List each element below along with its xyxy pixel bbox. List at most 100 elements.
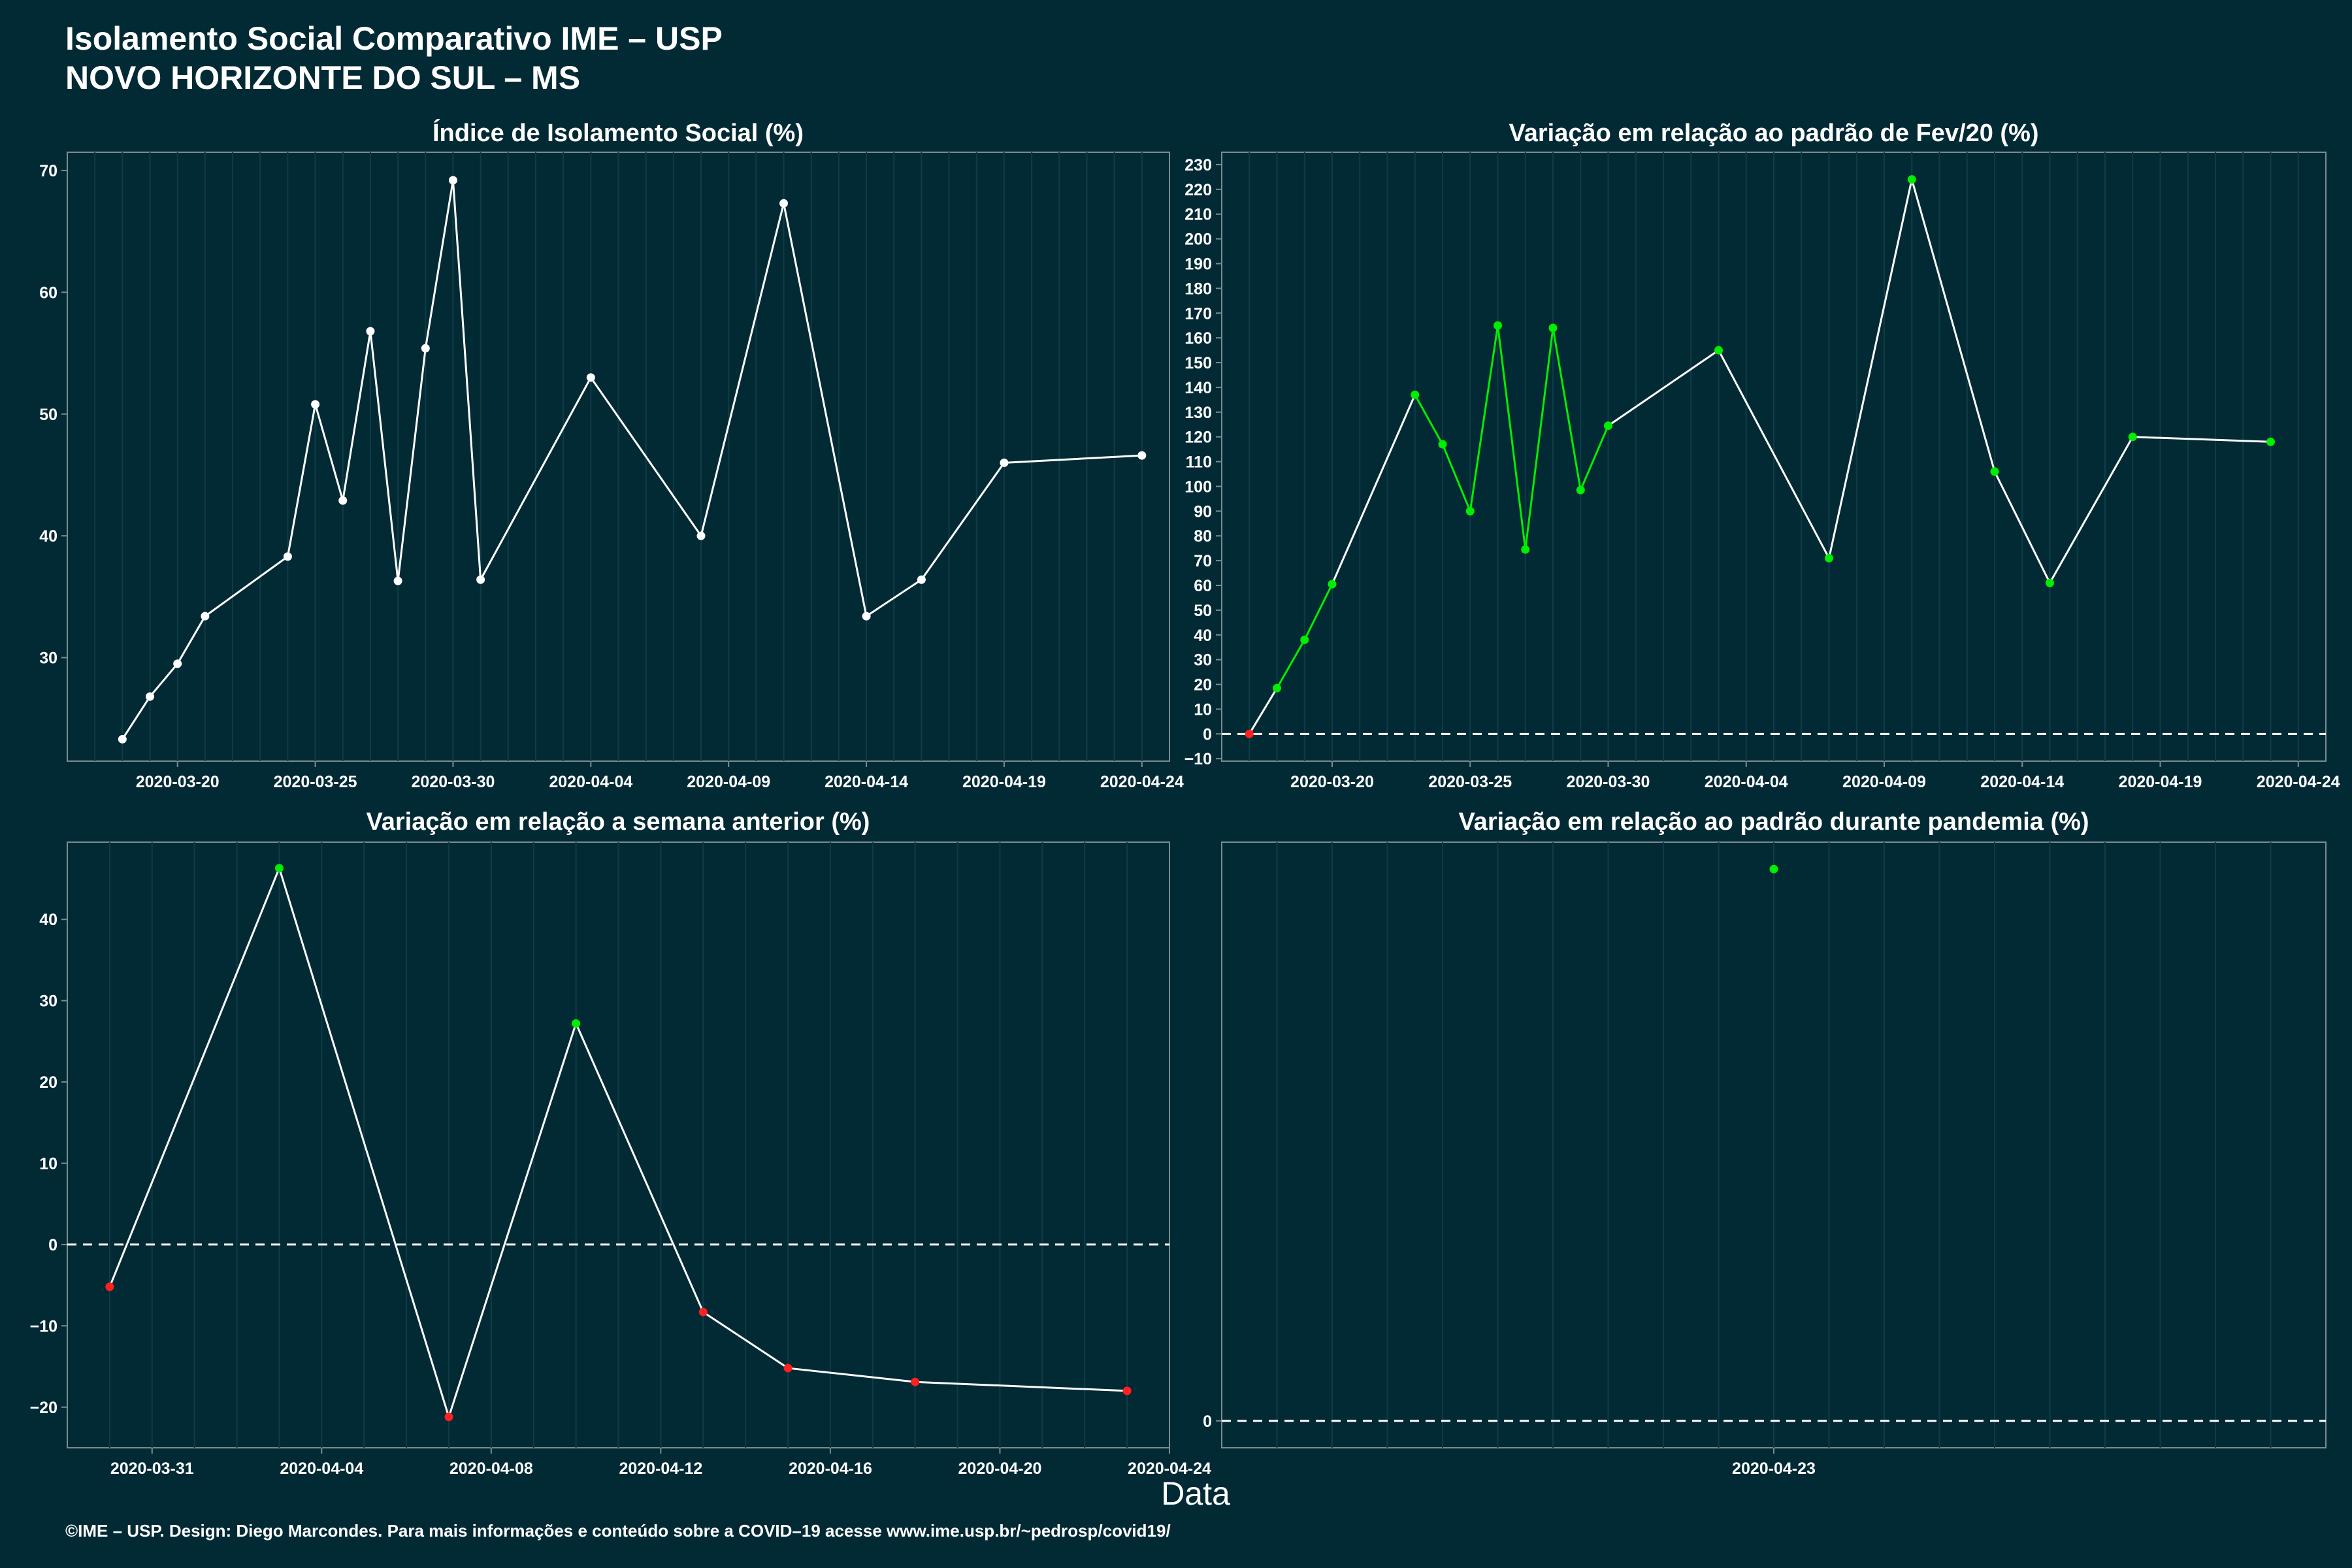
x-tick-label: 2020-04-04 bbox=[1705, 773, 1788, 791]
line-segment bbox=[1469, 325, 1499, 512]
panel-variation-feb: Variação em relação ao padrão de Fev/20 … bbox=[1184, 120, 2340, 791]
y-tick-label: 10 bbox=[1194, 700, 1212, 719]
y-tick-label: 20 bbox=[39, 1073, 57, 1092]
line-segment bbox=[2132, 436, 2271, 443]
y-tick-label: 170 bbox=[1184, 304, 1212, 323]
data-point bbox=[1714, 346, 1723, 355]
line-segment bbox=[702, 1311, 789, 1369]
y-tick-label: −10 bbox=[30, 1317, 57, 1335]
gridlines bbox=[1249, 152, 2299, 761]
line-segment bbox=[369, 331, 399, 581]
line-segment bbox=[1718, 350, 1830, 559]
data-point bbox=[572, 1019, 581, 1028]
y-tick-label: 190 bbox=[1184, 255, 1212, 273]
x-tick-label: 2020-04-04 bbox=[549, 773, 632, 791]
line-segment bbox=[915, 1380, 1128, 1392]
data-point bbox=[1300, 635, 1309, 644]
y-tick-label: −20 bbox=[30, 1399, 57, 1417]
y-tick-label: 220 bbox=[1184, 181, 1212, 199]
y-tick-label: 80 bbox=[1194, 527, 1212, 546]
y-tick-label: 40 bbox=[39, 527, 57, 546]
line-segment bbox=[1004, 454, 1142, 464]
line-segment bbox=[2049, 436, 2134, 583]
line-segment bbox=[286, 404, 317, 557]
line-segment bbox=[787, 1367, 915, 1383]
data-point bbox=[476, 575, 485, 584]
line-segment bbox=[1552, 327, 1582, 491]
line-segment bbox=[278, 868, 450, 1418]
line-segment bbox=[1828, 179, 1913, 559]
line-segment bbox=[108, 868, 280, 1288]
panel-title: Variação em relação ao padrão de Fev/20 … bbox=[1509, 120, 2038, 147]
data-points bbox=[105, 864, 1132, 1422]
line-segment bbox=[866, 579, 923, 617]
y-tick-label: 70 bbox=[1194, 552, 1212, 570]
data-point bbox=[1465, 506, 1475, 515]
line-segment bbox=[1276, 639, 1306, 689]
x-tick-label: 2020-04-14 bbox=[1980, 773, 2064, 791]
data-point bbox=[586, 373, 595, 382]
line-segment bbox=[921, 462, 1005, 581]
data-point bbox=[1576, 485, 1585, 495]
data-point bbox=[1438, 440, 1447, 449]
x-tick-label: 2020-04-16 bbox=[789, 1460, 872, 1478]
y-tick-label: 230 bbox=[1184, 156, 1212, 174]
x-tick-label: 2020-04-09 bbox=[1842, 773, 1926, 791]
location-title: NOVO HORIZONTE DO SUL – MS bbox=[65, 59, 580, 96]
data-point bbox=[1990, 467, 1999, 476]
data-point bbox=[1494, 321, 1502, 330]
y-tick-label: 50 bbox=[39, 406, 57, 424]
line-segment bbox=[575, 1022, 704, 1313]
data-point bbox=[393, 576, 402, 585]
data-point bbox=[2128, 433, 2137, 442]
y-tick-label: 60 bbox=[39, 284, 57, 302]
data-point bbox=[1521, 545, 1530, 554]
x-tick-label: 2020-04-08 bbox=[449, 1460, 533, 1478]
panel-title: Variação em relação ao padrão durante pa… bbox=[1458, 808, 2089, 836]
data-point bbox=[911, 1377, 920, 1386]
x-tick-label: 2020-04-04 bbox=[280, 1460, 363, 1478]
y-tick-label: 0 bbox=[48, 1236, 57, 1254]
x-tick-label: 2020-04-14 bbox=[825, 773, 908, 791]
data-point bbox=[173, 659, 182, 668]
y-tick-label: 30 bbox=[39, 992, 57, 1011]
x-axis-label: Data bbox=[1161, 1475, 1230, 1512]
x-tick-label: 2020-03-31 bbox=[110, 1460, 194, 1478]
y-tick-label: 30 bbox=[39, 649, 57, 668]
y-tick-label: 10 bbox=[39, 1154, 57, 1173]
data-point bbox=[1769, 864, 1778, 874]
data-point bbox=[1604, 421, 1612, 431]
x-tick-label: 2020-03-25 bbox=[274, 773, 357, 791]
data-point bbox=[696, 531, 706, 540]
data-point bbox=[1000, 458, 1009, 467]
data-point bbox=[1122, 1386, 1132, 1396]
line-segment bbox=[1331, 394, 1416, 585]
line-segment bbox=[1441, 444, 1471, 512]
line-segment bbox=[1910, 179, 1996, 472]
y-tick-label: 160 bbox=[1184, 329, 1212, 348]
line-segment bbox=[1497, 325, 1527, 550]
line-segment bbox=[1414, 394, 1444, 445]
gridlines bbox=[1276, 842, 2272, 1448]
y-tick-label: 40 bbox=[1194, 627, 1212, 645]
x-tick-label: 2020-04-20 bbox=[958, 1460, 1042, 1478]
line-segment bbox=[122, 696, 151, 740]
data-point bbox=[1411, 390, 1420, 399]
x-tick-label: 2020-04-19 bbox=[2119, 773, 2202, 791]
data-point bbox=[118, 734, 127, 743]
y-tick-label: 40 bbox=[39, 911, 57, 929]
data-point bbox=[366, 327, 375, 336]
data-point bbox=[274, 864, 284, 873]
line-segment bbox=[1248, 687, 1278, 735]
x-tick-label: 2020-04-23 bbox=[1732, 1460, 1816, 1478]
panel-variation-prev-week: Variação em relação a semana anterior (%… bbox=[30, 808, 1211, 1478]
x-tick-label: 2020-04-24 bbox=[1128, 1460, 1211, 1478]
x-tick-label: 2020-03-20 bbox=[136, 773, 220, 791]
data-points bbox=[1245, 175, 2275, 738]
line-segment bbox=[342, 331, 372, 501]
data-point bbox=[698, 1307, 708, 1316]
data-points bbox=[1769, 864, 1778, 874]
y-tick-label: 180 bbox=[1184, 280, 1212, 298]
x-tick-label: 2020-03-30 bbox=[1567, 773, 1650, 791]
data-point bbox=[1137, 451, 1147, 460]
